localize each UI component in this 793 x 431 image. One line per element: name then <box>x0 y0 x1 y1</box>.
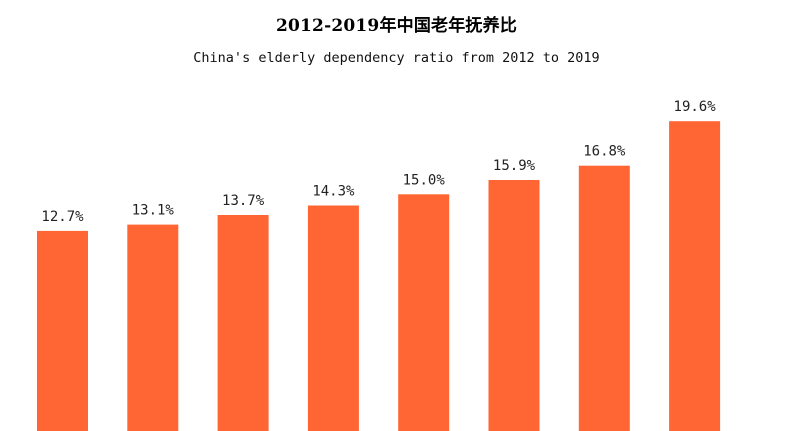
bar-2019 <box>669 121 721 431</box>
bar-2015 <box>307 205 359 431</box>
bar-value-label-2019: 19.6% <box>674 99 717 115</box>
bar-value-label-2017: 15.9% <box>493 158 536 174</box>
bar-2013 <box>127 224 179 431</box>
bar-value-label-2012: 12.7% <box>41 209 84 225</box>
bar-2012 <box>37 230 88 431</box>
bar-value-label-2018: 16.8% <box>583 144 626 160</box>
bar-2018 <box>578 165 630 431</box>
chart-subtitle: China's elderly dependency ratio from 20… <box>193 50 600 66</box>
bar-value-label-2014: 13.7% <box>222 193 265 209</box>
chart-title: 2012-2019年中国老年抚养比 <box>275 16 518 36</box>
bar-2014 <box>217 215 269 431</box>
bar-value-label-2015: 14.3% <box>312 184 355 200</box>
bar-value-label-2013: 13.1% <box>132 203 175 219</box>
bar-2016 <box>398 194 450 431</box>
bar-value-label-2016: 15.0% <box>403 172 446 188</box>
bar-2017 <box>488 180 540 431</box>
